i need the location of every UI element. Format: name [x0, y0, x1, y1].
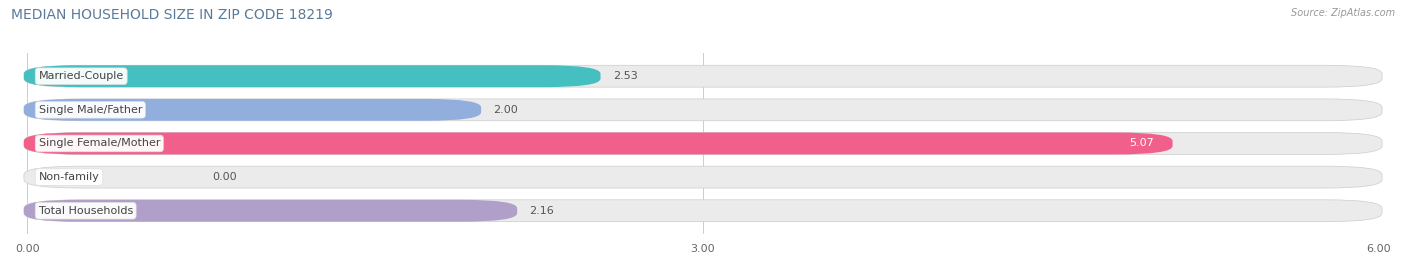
FancyBboxPatch shape [24, 65, 600, 87]
Text: MEDIAN HOUSEHOLD SIZE IN ZIP CODE 18219: MEDIAN HOUSEHOLD SIZE IN ZIP CODE 18219 [11, 8, 333, 22]
Text: 0.00: 0.00 [212, 172, 236, 182]
FancyBboxPatch shape [24, 99, 481, 121]
Text: 2.53: 2.53 [613, 71, 638, 81]
Text: Single Male/Father: Single Male/Father [38, 105, 142, 115]
FancyBboxPatch shape [24, 133, 1173, 154]
Text: Total Households: Total Households [38, 206, 132, 216]
FancyBboxPatch shape [24, 133, 1382, 154]
Text: 5.07: 5.07 [1129, 139, 1153, 148]
Text: Source: ZipAtlas.com: Source: ZipAtlas.com [1291, 8, 1395, 18]
Text: 2.16: 2.16 [530, 206, 554, 216]
FancyBboxPatch shape [24, 200, 517, 222]
FancyBboxPatch shape [24, 99, 1382, 121]
FancyBboxPatch shape [24, 65, 1382, 87]
FancyBboxPatch shape [24, 200, 1382, 222]
Text: Married-Couple: Married-Couple [38, 71, 124, 81]
FancyBboxPatch shape [24, 166, 1382, 188]
Text: Single Female/Mother: Single Female/Mother [38, 139, 160, 148]
Text: 2.00: 2.00 [494, 105, 519, 115]
Text: Non-family: Non-family [38, 172, 100, 182]
